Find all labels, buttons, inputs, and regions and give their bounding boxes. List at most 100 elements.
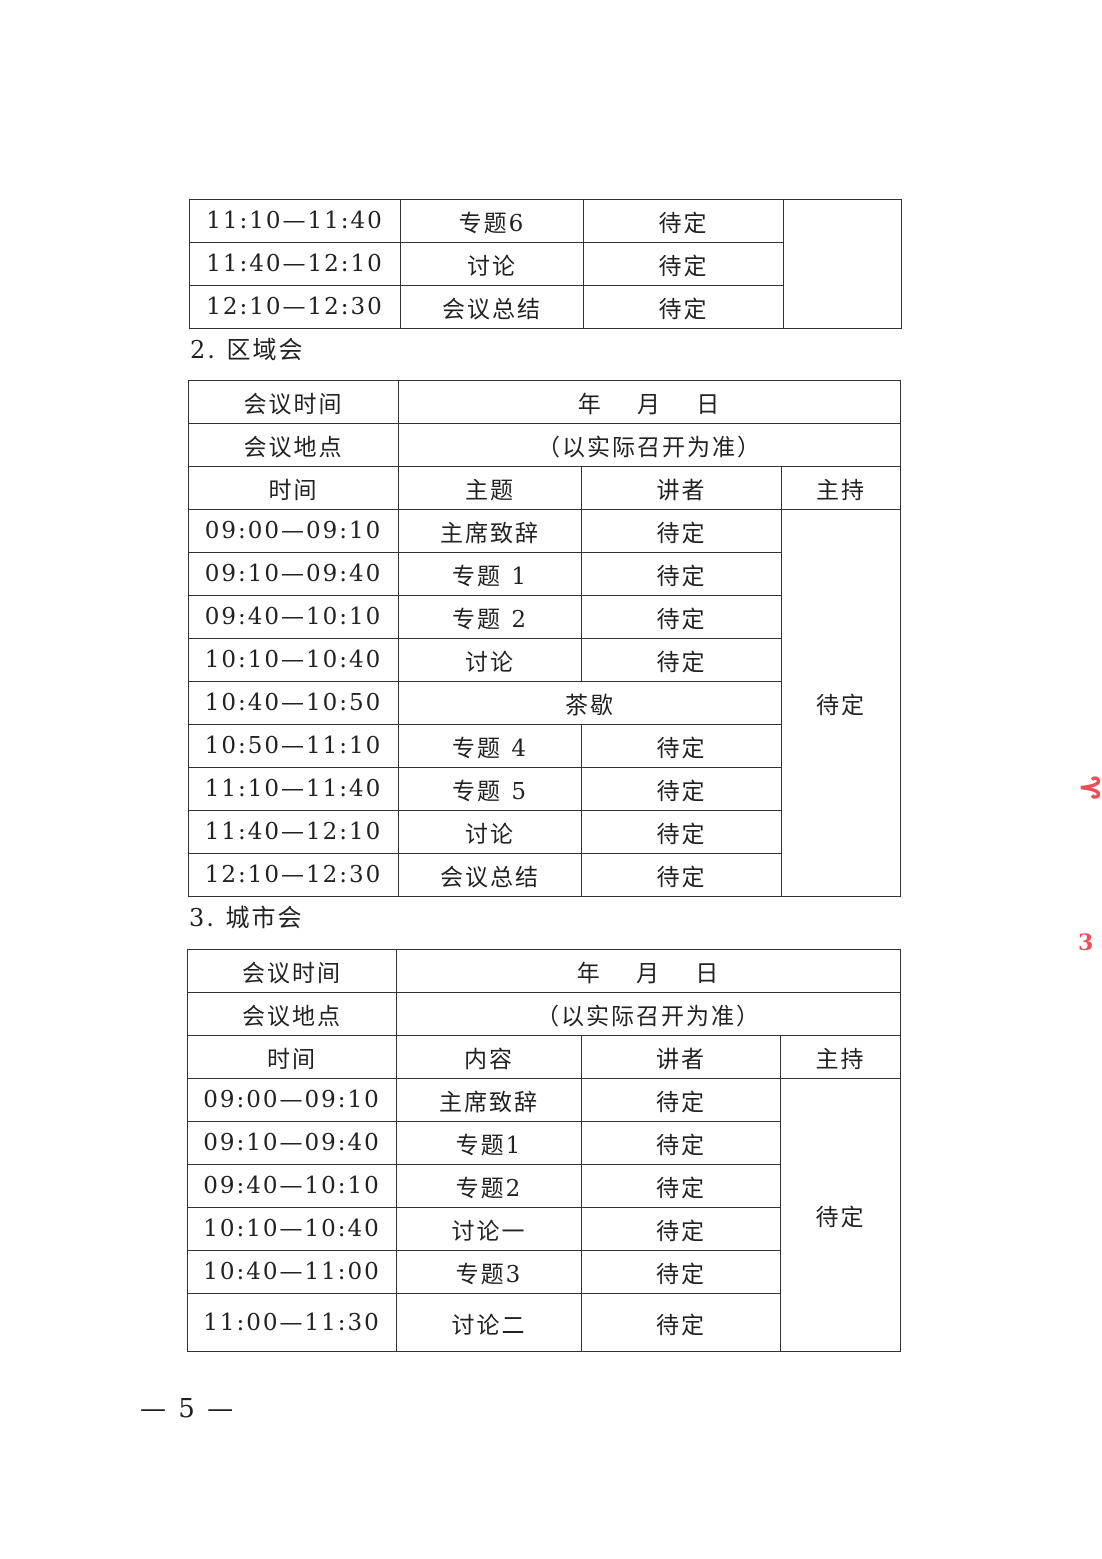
speaker-cell: 待定 <box>581 509 782 553</box>
table-row: 会议时间年 月 日 <box>188 380 902 424</box>
time-cell: 12:10—12:30 <box>188 853 399 897</box>
date-value: 年 月 日 <box>395 949 902 993</box>
speaker-cell: 待定 <box>581 638 782 682</box>
time-cell: 09:40—10:10 <box>187 1164 397 1208</box>
table-row: 09:40—10:10 专题 2 待定 <box>188 595 901 639</box>
speaker-cell: 待定 <box>581 1121 781 1165</box>
city-meeting-table: 会议时间年 月 日会议地点 （以实际召开为准） 时间 内容 讲者 主持 09:00—09:1… <box>187 949 902 1352</box>
topic-cell: 讨论二 <box>396 1293 582 1352</box>
topic-cell: 会议总结 <box>400 285 584 329</box>
time-cell: 10:50—11:10 <box>188 724 399 768</box>
break-cell: 茶歇 <box>398 681 782 725</box>
topic-cell: 专题 5 <box>398 767 582 811</box>
page-number: — 5 — <box>140 1394 236 1424</box>
date-label: 会议时间 <box>188 380 399 424</box>
table-row: 10:10—10:40 讨论 待定 <box>188 638 901 682</box>
topic-cell: 专题 4 <box>398 724 582 768</box>
place-value: （以实际召开为准） <box>395 992 902 1036</box>
column-header: 主持 <box>779 1035 902 1079</box>
speaker-cell: 待定 <box>581 1207 781 1251</box>
topic-cell: 讨论 <box>398 638 582 682</box>
place-label: 会议地点 <box>187 992 397 1036</box>
time-cell: 11:40—12:10 <box>189 242 401 286</box>
table-row: 12:10—12:30 会议总结 待定 <box>188 853 901 897</box>
time-cell: 09:10—09:40 <box>188 552 399 596</box>
topic-cell: 主席致辞 <box>396 1078 582 1122</box>
table-row: 10:50—11:10 专题 4 待定 <box>188 724 901 768</box>
speaker-cell: 待定 <box>583 285 784 329</box>
host-cell: 待定 <box>779 1078 902 1352</box>
time-cell: 11:10—11:40 <box>189 199 401 243</box>
speaker-cell: 待定 <box>583 242 784 286</box>
speaker-cell: 待定 <box>581 552 782 596</box>
topic-cell: 讨论一 <box>396 1207 582 1251</box>
regional-meeting-table: 会议时间年 月 日会议地点 （以实际召开为准） 时间 主题 讲者 主持 09:00—09:1… <box>188 380 902 897</box>
time-cell: 11:00—11:30 <box>187 1293 397 1352</box>
topic-cell: 专题3 <box>396 1250 582 1294</box>
topic-cell: 讨论 <box>400 242 584 286</box>
red-seal-stamp: ⊰ <box>1078 770 1102 805</box>
column-header: 讲者 <box>581 466 782 510</box>
time-cell: 11:40—12:10 <box>188 810 399 854</box>
speaker-cell: 待定 <box>581 1293 781 1352</box>
column-header: 时间 <box>187 1035 397 1079</box>
speaker-cell: 待定 <box>581 1164 781 1208</box>
time-cell: 11:10—11:40 <box>188 767 399 811</box>
date-label: 会议时间 <box>187 949 397 993</box>
table-row: 时间 内容 讲者 主持 <box>187 1035 902 1079</box>
speaker-cell: 待定 <box>581 810 782 854</box>
host-cell <box>783 199 902 329</box>
table-row: 09:40—10:10 专题2 待定 <box>187 1164 901 1208</box>
section-heading-regional: 2. 区域会 <box>190 336 305 364</box>
time-cell: 09:00—09:10 <box>188 509 399 553</box>
speaker-cell: 待定 <box>581 595 782 639</box>
table-row: 会议地点 （以实际召开为准） <box>187 992 902 1036</box>
table-row: 10:40—11:00 专题3 待定 <box>187 1250 901 1294</box>
table-row: 会议时间年 月 日 <box>187 949 902 993</box>
time-cell: 09:10—09:40 <box>187 1121 397 1165</box>
place-value: （以实际召开为准） <box>397 423 902 467</box>
topic-cell: 专题6 <box>400 199 584 243</box>
table-row: 11:40—12:10 讨论 待定 <box>188 810 901 854</box>
topic-cell: 专题 1 <box>398 552 582 596</box>
topic-cell: 专题1 <box>396 1121 582 1165</box>
table-row: 11:40—12:10 讨论 待定 <box>189 242 902 286</box>
time-cell: 09:00—09:10 <box>187 1078 397 1122</box>
topic-cell: 讨论 <box>398 810 582 854</box>
section-heading-city: 3. 城市会 <box>189 904 304 932</box>
column-header: 主题 <box>398 466 582 510</box>
speaker-cell: 待定 <box>581 1078 781 1122</box>
table-row: 09:00—09:10 主席致辞 待定 待定 <box>187 1078 902 1352</box>
column-header: 主持 <box>780 466 902 510</box>
time-cell: 10:40—11:00 <box>187 1250 397 1294</box>
table-row: 11:10—11:40 专题6 待定 <box>189 199 902 329</box>
time-cell: 12:10—12:30 <box>189 285 401 329</box>
speaker-cell: 待定 <box>581 767 782 811</box>
topic-cell: 主席致辞 <box>398 509 582 553</box>
topic-cell: 专题2 <box>396 1164 582 1208</box>
speaker-cell: 待定 <box>581 724 782 768</box>
speaker-cell: 待定 <box>583 199 784 243</box>
table-row: 10:10—10:40 讨论一 待定 <box>187 1207 901 1251</box>
column-header: 讲者 <box>581 1035 781 1079</box>
table-row: 09:00—09:10 主席致辞 待定 待定 <box>188 509 902 897</box>
date-value: 年 月 日 <box>397 380 902 424</box>
topic-cell: 专题 2 <box>398 595 582 639</box>
table-row: 11:00—11:30 讨论二 待定 <box>187 1293 901 1352</box>
speaker-cell: 待定 <box>581 853 782 897</box>
table-row: 会议地点 （以实际召开为准） <box>188 423 902 467</box>
column-header: 内容 <box>396 1035 582 1079</box>
red-seal-stamp-fragment: 3 <box>1078 930 1094 956</box>
table-row: 11:10—11:40 专题 5 待定 <box>188 767 901 811</box>
host-cell: 待定 <box>780 509 902 897</box>
table-row: 12:10—12:30 会议总结 待定 <box>189 285 902 329</box>
speaker-cell: 待定 <box>581 1250 781 1294</box>
table-row: 时间 主题 讲者 主持 <box>188 466 902 510</box>
table-row: 10:40—10:50 茶歇 <box>188 681 901 725</box>
schedule-table-continued: 11:10—11:40 专题6 待定 11:40—12:10 讨论 待定 12:10—12:… <box>189 199 902 329</box>
topic-cell: 会议总结 <box>398 853 582 897</box>
time-cell: 10:10—10:40 <box>188 638 399 682</box>
place-label: 会议地点 <box>188 423 399 467</box>
time-cell: 10:10—10:40 <box>187 1207 397 1251</box>
column-header: 时间 <box>188 466 399 510</box>
